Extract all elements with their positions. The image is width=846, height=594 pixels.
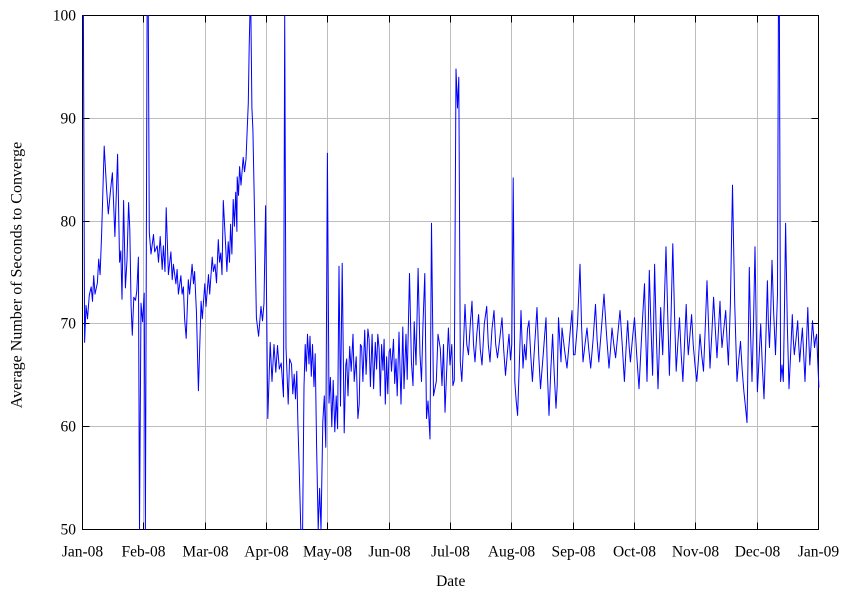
svg-text:Jul-08: Jul-08 — [431, 544, 470, 561]
svg-text:Sep-08: Sep-08 — [552, 544, 596, 561]
svg-text:Average Number of Seconds to C: Average Number of Seconds to Converge — [9, 142, 26, 408]
svg-text:Dec-08: Dec-08 — [735, 544, 781, 561]
svg-text:100: 100 — [53, 8, 77, 25]
svg-text:Jan-08: Jan-08 — [62, 544, 104, 561]
svg-text:Nov-08: Nov-08 — [672, 544, 720, 561]
svg-text:Feb-08: Feb-08 — [122, 544, 166, 561]
svg-text:90: 90 — [61, 111, 77, 128]
svg-text:Apr-08: Apr-08 — [244, 544, 289, 561]
svg-text:60: 60 — [61, 419, 77, 436]
svg-text:Jun-08: Jun-08 — [368, 544, 410, 561]
svg-text:80: 80 — [61, 214, 77, 231]
svg-text:Date: Date — [436, 573, 465, 590]
svg-text:50: 50 — [61, 522, 77, 539]
svg-text:Jan-09: Jan-09 — [798, 544, 840, 561]
svg-text:Oct-08: Oct-08 — [613, 544, 656, 561]
svg-text:Aug-08: Aug-08 — [488, 544, 536, 561]
svg-text:Mar-08: Mar-08 — [182, 544, 228, 561]
svg-text:May-08: May-08 — [303, 544, 352, 561]
svg-text:70: 70 — [61, 316, 77, 333]
